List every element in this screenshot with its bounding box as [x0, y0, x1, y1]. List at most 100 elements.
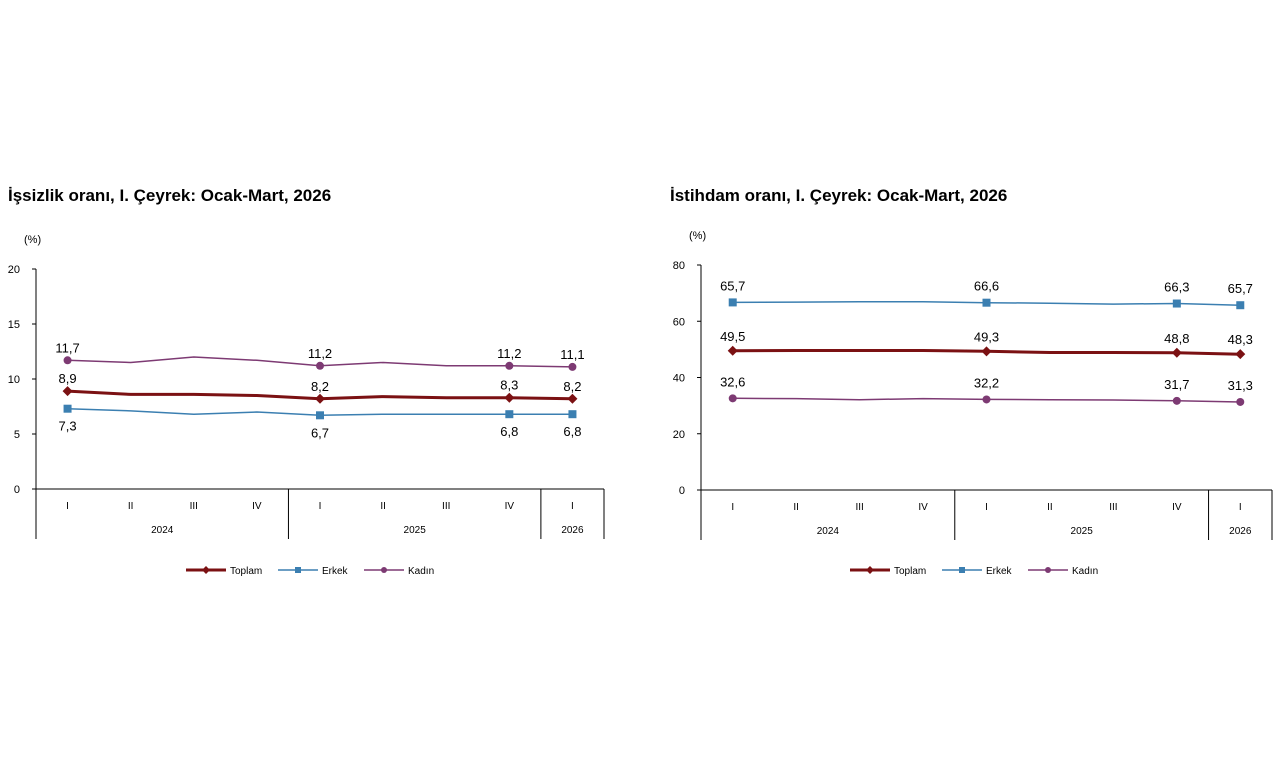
data-point-marker	[1236, 397, 1245, 406]
data-point-marker	[567, 393, 578, 404]
legend-label: Kadın	[408, 566, 434, 577]
data-point-marker	[728, 394, 737, 403]
data-label: 8,2	[311, 379, 329, 394]
y-tick-label: 5	[14, 429, 20, 441]
year-group-label: 2026	[1229, 526, 1252, 537]
data-point-marker	[63, 404, 72, 413]
y-tick-label: 80	[673, 260, 685, 272]
x-tick-label: I	[319, 501, 322, 512]
data-label: 66,6	[974, 279, 999, 294]
legend-marker	[866, 566, 874, 574]
data-label: 6,8	[500, 424, 518, 439]
data-label: 6,8	[563, 424, 581, 439]
x-tick-label: I	[571, 501, 574, 512]
x-tick-label: II	[793, 502, 799, 513]
data-point-marker	[504, 392, 515, 403]
legend-label: Erkek	[322, 566, 349, 577]
data-label: 32,2	[974, 375, 999, 390]
x-tick-label: II	[1047, 502, 1053, 513]
x-tick-label: II	[380, 501, 386, 512]
data-point-marker	[315, 393, 325, 404]
data-label: 6,7	[311, 425, 329, 440]
legend-marker	[202, 566, 210, 574]
unemployment-chart-panel: İşsizlik oranı, I. Çeyrek: Ocak-Mart, 20…	[0, 180, 620, 590]
data-point-marker	[728, 298, 737, 307]
data-point-marker	[568, 362, 577, 371]
y-tick-label: 20	[673, 429, 685, 441]
year-group-label: 2025	[404, 525, 427, 536]
data-label: 11,7	[55, 340, 79, 355]
data-point-marker	[505, 410, 514, 419]
data-label: 65,7	[1228, 281, 1253, 296]
data-label: 48,3	[1228, 332, 1253, 347]
legend-label: Toplam	[230, 566, 262, 577]
y-tick-label: 0	[14, 484, 20, 496]
x-tick-label: III	[1109, 502, 1117, 513]
legend-marker	[1045, 567, 1051, 573]
data-point-marker	[981, 346, 992, 357]
y-axis-unit-label: (%)	[24, 234, 41, 246]
data-point-marker	[316, 361, 324, 370]
y-axis-unit-label: (%)	[689, 230, 706, 242]
y-tick-label: 60	[673, 316, 685, 328]
x-tick-label: III	[855, 502, 863, 513]
y-tick-label: 20	[8, 264, 20, 276]
x-tick-label: II	[128, 501, 134, 512]
year-group-label: 2026	[561, 525, 584, 536]
y-tick-label: 0	[679, 485, 685, 497]
data-point-marker	[982, 395, 991, 404]
legend-label: Kadın	[1072, 566, 1098, 577]
data-point-marker	[1172, 299, 1181, 308]
data-label: 8,3	[500, 378, 518, 393]
x-tick-label: III	[442, 501, 450, 512]
x-tick-label: III	[190, 501, 198, 512]
data-label: 31,7	[1164, 377, 1189, 392]
data-label: 32,6	[720, 374, 745, 389]
legend-marker	[959, 567, 965, 573]
year-group-label: 2024	[817, 526, 840, 537]
data-point-marker	[1235, 349, 1246, 360]
data-point-marker	[1171, 347, 1182, 358]
legend-label: Erkek	[986, 566, 1013, 577]
y-tick-label: 10	[8, 374, 20, 386]
data-label: 31,3	[1228, 378, 1253, 393]
data-point-marker	[63, 356, 72, 365]
data-point-marker	[316, 411, 324, 420]
year-group-label: 2025	[1071, 526, 1094, 537]
legend-label: Toplam	[894, 566, 926, 577]
x-tick-label: IV	[1172, 502, 1182, 513]
chart-title: İşsizlik oranı, I. Çeyrek: Ocak-Mart, 20…	[8, 186, 332, 205]
data-label: 48,8	[1164, 331, 1189, 346]
x-tick-label: I	[731, 502, 734, 513]
x-tick-label: I	[985, 502, 988, 513]
data-label: 11,2	[308, 346, 332, 361]
data-point-marker	[568, 410, 577, 419]
legend-marker	[295, 567, 301, 573]
data-point-marker	[1236, 301, 1245, 310]
y-tick-label: 15	[8, 319, 20, 331]
data-label: 7,3	[59, 419, 77, 434]
data-point-marker	[505, 361, 514, 370]
employment-chart-panel: İstihdam oranı, I. Çeyrek: Ocak-Mart, 20…	[660, 180, 1280, 590]
data-label: 8,2	[563, 379, 581, 394]
data-point-marker	[62, 386, 73, 397]
x-tick-label: I	[1239, 502, 1242, 513]
x-tick-label: IV	[505, 501, 515, 512]
chart-title: İstihdam oranı, I. Çeyrek: Ocak-Mart, 20…	[670, 186, 1008, 205]
year-group-label: 2024	[151, 525, 174, 536]
data-label: 8,9	[59, 371, 77, 386]
data-point-marker	[982, 298, 991, 307]
data-label: 49,5	[720, 329, 745, 344]
data-label: 65,7	[720, 278, 745, 293]
data-label: 49,3	[974, 329, 999, 344]
data-label: 66,3	[1164, 280, 1189, 295]
x-tick-label: IV	[918, 502, 928, 513]
x-tick-label: I	[66, 501, 69, 512]
data-point-marker	[727, 345, 738, 356]
y-tick-label: 40	[673, 373, 685, 385]
data-label: 11,2	[497, 346, 521, 361]
data-label: 11,1	[560, 347, 584, 362]
x-tick-label: IV	[252, 501, 262, 512]
